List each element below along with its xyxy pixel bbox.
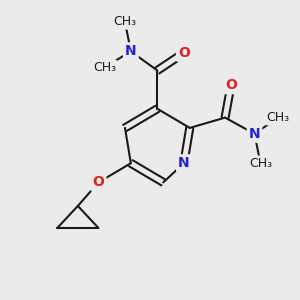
Text: N: N	[249, 127, 260, 141]
Text: CH₃: CH₃	[266, 111, 289, 124]
Text: N: N	[178, 156, 190, 170]
Text: O: O	[225, 78, 237, 92]
Text: O: O	[178, 46, 190, 60]
Text: CH₃: CH₃	[93, 61, 116, 74]
Text: N: N	[125, 44, 137, 58]
Text: CH₃: CH₃	[249, 157, 272, 170]
Text: CH₃: CH₃	[113, 15, 136, 28]
Text: O: O	[92, 176, 104, 189]
